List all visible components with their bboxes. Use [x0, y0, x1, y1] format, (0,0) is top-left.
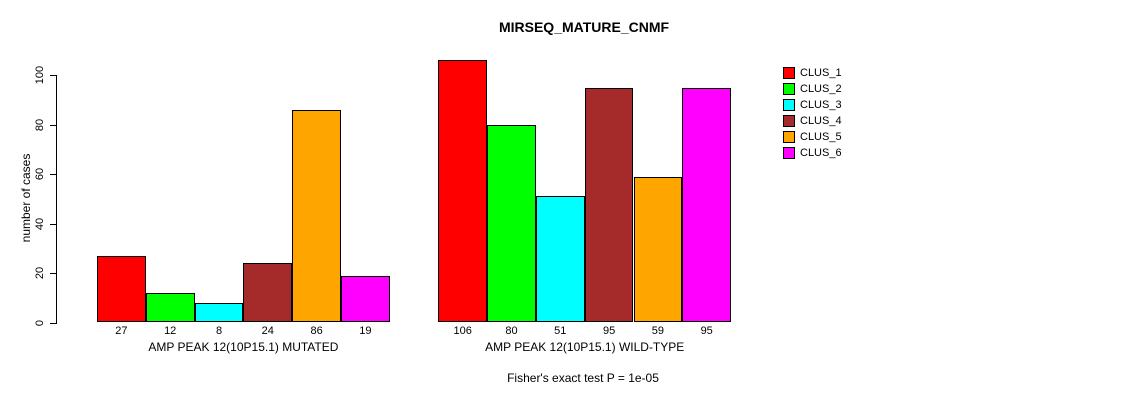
bar-value-label: 27: [115, 325, 128, 337]
legend-label: CLUS_4: [800, 115, 842, 127]
bar: [682, 87, 732, 323]
bar: [535, 196, 585, 323]
bar-value-label: 106: [453, 325, 472, 337]
bar-value-label: 95: [602, 325, 616, 337]
fisher-test-annotation: Fisher's exact test P = 1e-05: [507, 371, 659, 385]
bar-group-label: AMP PEAK 12(10P15.1) MUTATED: [148, 340, 339, 354]
bar-value-label: 51: [554, 325, 567, 337]
bar-value-label: 24: [261, 325, 274, 337]
legend-swatch: [783, 83, 795, 95]
bar-value-label: 59: [651, 325, 665, 337]
legend-label: CLUS_3: [800, 99, 842, 111]
legend-swatch: [783, 115, 795, 127]
y-tick-mark: [50, 174, 57, 176]
bar: [487, 124, 536, 323]
y-tick-mark: [50, 223, 57, 225]
y-axis-label: number of cases: [19, 153, 33, 243]
legend-swatch: [783, 131, 795, 143]
bar-group-label: AMP PEAK 12(10P15.1) WILD-TYPE: [485, 340, 685, 354]
bar: [438, 60, 488, 323]
chart-title: MIRSEQ_MATURE_CNMF: [498, 19, 670, 35]
legend-label: CLUS_5: [800, 131, 842, 143]
y-tick-mark: [50, 322, 57, 324]
legend-label: CLUS_1: [800, 67, 842, 79]
bar: [633, 176, 683, 323]
bar-value-label: 12: [164, 325, 177, 337]
bar-value-label: 86: [310, 325, 323, 337]
bar: [194, 302, 244, 323]
bar: [292, 109, 341, 323]
y-tick-label: 40: [34, 217, 46, 230]
y-axis-line: [56, 75, 57, 323]
y-tick-label: 60: [34, 168, 46, 181]
bar: [145, 292, 195, 323]
y-tick-mark: [50, 273, 57, 275]
bar: [97, 255, 146, 323]
y-tick-mark: [50, 124, 57, 126]
bar: [584, 87, 634, 323]
bar: [341, 275, 390, 323]
y-tick-label: 80: [34, 118, 46, 131]
legend-swatch: [783, 99, 795, 111]
y-tick-label: 20: [34, 266, 46, 280]
bar-value-label: 19: [359, 325, 372, 337]
y-tick-mark: [50, 75, 57, 77]
bar: [243, 263, 293, 323]
y-tick-label: 0: [34, 319, 46, 326]
bar-value-label: 8: [215, 325, 223, 337]
legend-swatch: [783, 147, 795, 159]
legend-swatch: [783, 67, 795, 79]
legend-label: CLUS_2: [800, 83, 842, 95]
legend-label: CLUS_6: [800, 147, 842, 159]
bar-value-label: 95: [700, 325, 713, 337]
bar-value-label: 80: [505, 325, 518, 337]
y-tick-label: 100: [34, 66, 46, 85]
